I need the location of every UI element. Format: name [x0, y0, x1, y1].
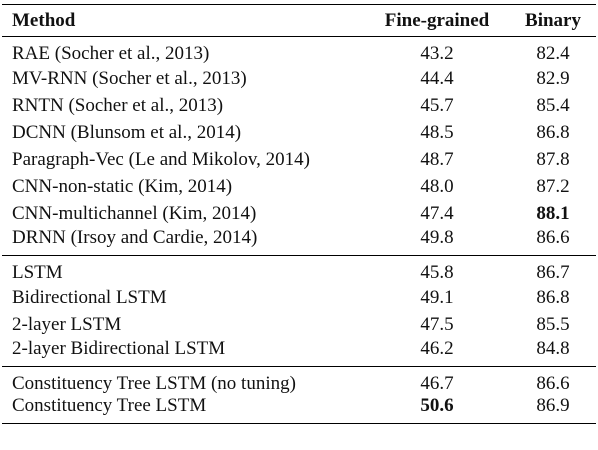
table-row: DCNN (Blunsom et al., 2014) 48.5 86.8: [2, 119, 596, 146]
method-cell: MV-RNN (Socher et al., 2013): [12, 67, 247, 89]
fine-grained-cell-best: 50.6: [364, 395, 510, 424]
binary-cell: 86.8: [536, 286, 570, 308]
method-cell: 2-layer Bidirectional LSTM: [12, 338, 226, 359]
fine-grained-cell: 49.8: [420, 227, 454, 248]
binary-cell: 87.2: [536, 175, 570, 197]
group-lstm-baselines: LSTM 45.8 86.7 Bidirectional LSTM 49.1 8…: [2, 255, 596, 367]
method-cell: Bidirectional LSTM: [12, 286, 167, 308]
fine-grained-cell: 48.7: [420, 148, 454, 170]
method-cell: Constituency Tree LSTM (no tuning): [2, 366, 364, 395]
header-row: Method Fine-grained Binary: [2, 4, 596, 37]
group-tree-lstm: Constituency Tree LSTM (no tuning) 46.7 …: [2, 366, 596, 424]
binary-cell: 85.5: [536, 313, 570, 335]
method-cell: Constituency Tree LSTM: [2, 395, 364, 424]
group-prior-methods: RAE (Socher et al., 2013) 43.2 82.4 MV-R…: [2, 37, 596, 256]
table-row: Constituency Tree LSTM 50.6 86.9: [2, 395, 596, 424]
fine-grained-cell: 46.7: [364, 366, 510, 395]
fine-grained-cell: 46.2: [420, 338, 454, 359]
binary-cell: 82.4: [536, 43, 570, 64]
binary-cell: 86.7: [510, 255, 596, 284]
table-row: DRNN (Irsoy and Cardie, 2014) 49.8 86.6: [2, 227, 596, 256]
method-cell: RAE (Socher et al., 2013): [12, 43, 210, 64]
header-method: Method: [2, 4, 364, 37]
method-cell: DCNN (Blunsom et al., 2014): [12, 121, 242, 143]
table-row: RAE (Socher et al., 2013) 43.2 82.4: [2, 37, 596, 66]
method-cell: RNTN (Socher et al., 2013): [12, 94, 224, 116]
binary-cell: 84.8: [536, 338, 570, 359]
fine-grained-cell: 43.2: [420, 43, 454, 64]
method-cell: LSTM: [2, 255, 364, 284]
table-row: 2-layer Bidirectional LSTM 46.2 84.8: [2, 338, 596, 367]
table-row: MV-RNN (Socher et al., 2013) 44.4 82.9: [2, 65, 596, 92]
binary-cell: 82.9: [536, 67, 570, 89]
binary-cell: 85.4: [536, 94, 570, 116]
header-binary: Binary: [510, 4, 596, 37]
table-row: LSTM 45.8 86.7: [2, 255, 596, 284]
binary-cell: 86.9: [510, 395, 596, 424]
results-table: Method Fine-grained Binary RAE (Socher e…: [2, 4, 596, 424]
header-fine-grained: Fine-grained: [364, 4, 510, 37]
table-row: 2-layer LSTM 47.5 85.5: [2, 311, 596, 338]
method-cell: CNN-multichannel (Kim, 2014): [12, 202, 257, 224]
fine-grained-cell: 45.7: [420, 94, 454, 116]
fine-grained-cell: 47.5: [420, 313, 454, 335]
fine-grained-cell: 47.4: [420, 202, 454, 224]
table-header: Method Fine-grained Binary: [2, 4, 596, 37]
fine-grained-cell: 48.5: [420, 121, 454, 143]
table-row: RNTN (Socher et al., 2013) 45.7 85.4: [2, 92, 596, 119]
table-row: CNN-multichannel (Kim, 2014) 47.4 88.1: [2, 200, 596, 227]
method-cell: CNN-non-static (Kim, 2014): [12, 175, 233, 197]
method-cell: DRNN (Irsoy and Cardie, 2014): [12, 227, 258, 248]
fine-grained-cell: 44.4: [420, 67, 454, 89]
binary-cell: 86.8: [536, 121, 570, 143]
binary-cell-best: 88.1: [536, 202, 570, 224]
table-row: CNN-non-static (Kim, 2014) 48.0 87.2: [2, 173, 596, 200]
method-cell: 2-layer LSTM: [12, 313, 122, 335]
table-row: Paragraph-Vec (Le and Mikolov, 2014) 48.…: [2, 146, 596, 173]
table-row: Bidirectional LSTM 49.1 86.8: [2, 284, 596, 311]
fine-grained-cell: 49.1: [420, 286, 454, 308]
binary-cell: 86.6: [510, 366, 596, 395]
method-cell: Paragraph-Vec (Le and Mikolov, 2014): [12, 148, 310, 170]
binary-cell: 86.6: [536, 227, 570, 248]
fine-grained-cell: 45.8: [364, 255, 510, 284]
fine-grained-cell: 48.0: [420, 175, 454, 197]
binary-cell: 87.8: [536, 148, 570, 170]
table-row: Constituency Tree LSTM (no tuning) 46.7 …: [2, 366, 596, 395]
